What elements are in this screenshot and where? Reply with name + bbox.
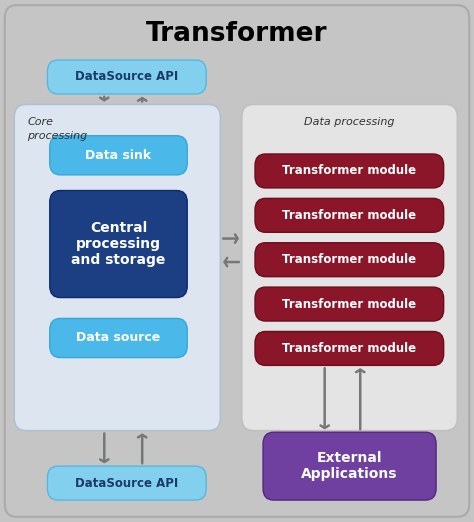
FancyBboxPatch shape xyxy=(47,466,206,500)
Text: External
Applications: External Applications xyxy=(301,451,398,481)
Text: Data processing: Data processing xyxy=(304,117,395,127)
FancyBboxPatch shape xyxy=(14,104,220,431)
Text: Data source: Data source xyxy=(76,331,161,345)
Text: Transformer module: Transformer module xyxy=(283,209,416,222)
FancyBboxPatch shape xyxy=(255,198,444,232)
FancyBboxPatch shape xyxy=(263,432,436,500)
FancyBboxPatch shape xyxy=(255,243,444,277)
Text: Data sink: Data sink xyxy=(85,149,152,162)
FancyBboxPatch shape xyxy=(50,191,187,298)
Text: Transformer module: Transformer module xyxy=(283,342,416,355)
Text: DataSource API: DataSource API xyxy=(75,70,178,84)
Text: Core
processing: Core processing xyxy=(27,117,88,140)
Text: Transformer: Transformer xyxy=(146,21,328,47)
FancyBboxPatch shape xyxy=(242,104,457,431)
Text: DataSource API: DataSource API xyxy=(75,477,178,490)
Text: Central
processing
and storage: Central processing and storage xyxy=(71,221,166,267)
FancyBboxPatch shape xyxy=(50,136,187,175)
Text: Transformer module: Transformer module xyxy=(283,253,416,266)
FancyBboxPatch shape xyxy=(255,331,444,365)
FancyBboxPatch shape xyxy=(5,5,469,517)
Text: Transformer module: Transformer module xyxy=(283,164,416,177)
FancyBboxPatch shape xyxy=(255,287,444,321)
Text: Transformer module: Transformer module xyxy=(283,298,416,311)
FancyBboxPatch shape xyxy=(47,60,206,94)
FancyBboxPatch shape xyxy=(255,154,444,188)
FancyBboxPatch shape xyxy=(50,318,187,358)
